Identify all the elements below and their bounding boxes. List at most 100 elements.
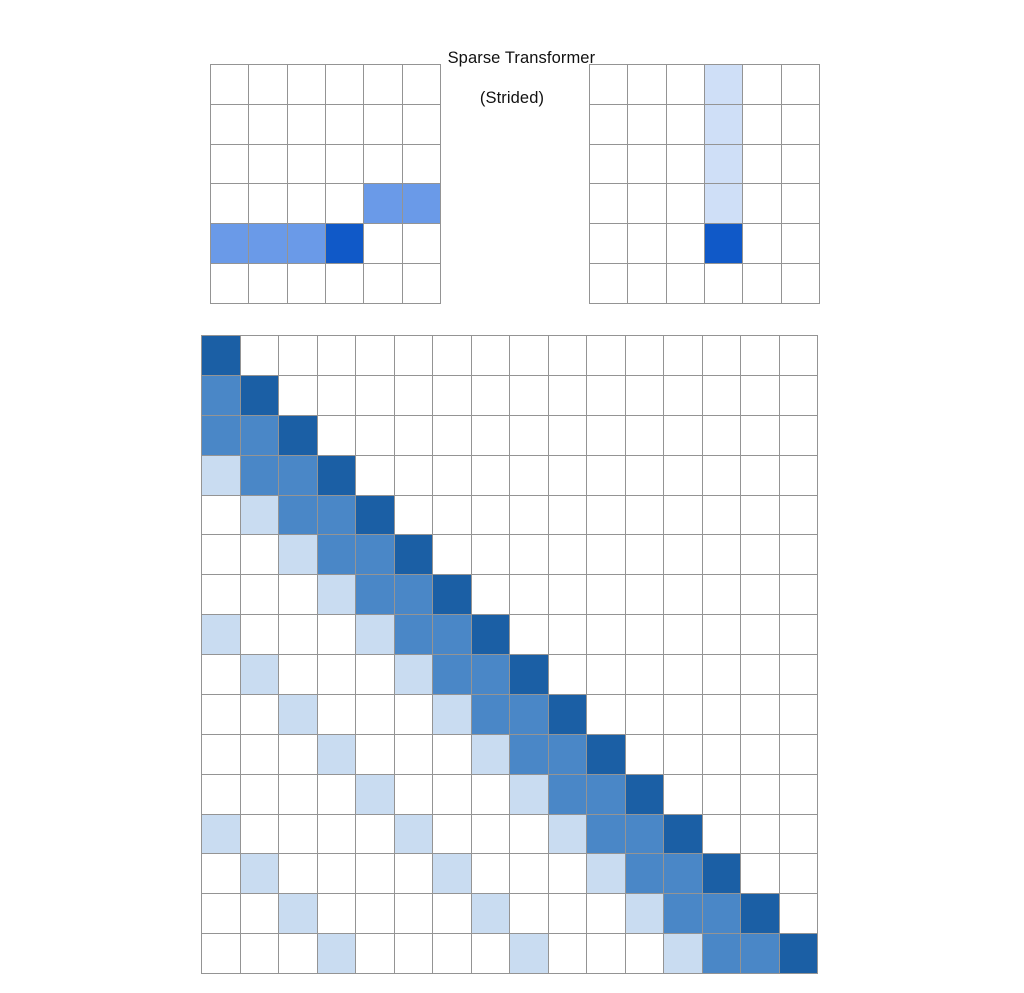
figure-title: Sparse Transformer (Strided) — [0, 28, 1024, 148]
attention-connectivity-matrix-cell-7-0 — [202, 615, 241, 655]
attention-connectivity-matrix-cell-13-3 — [317, 854, 356, 895]
head-query-cell-1-1 — [249, 104, 288, 145]
attention-connectivity-matrix-cell-12-1 — [240, 814, 279, 855]
attention-connectivity-matrix-cell-8-12 — [664, 655, 703, 695]
attention-connectivity-matrix-cell-0-9 — [548, 336, 587, 376]
head-stride-cell-0-2 — [666, 65, 705, 105]
attention-connectivity-matrix-cell-15-6 — [433, 934, 472, 974]
head-query-cell-0-0 — [211, 65, 250, 105]
head-query-cell-0-1 — [249, 65, 288, 105]
attention-connectivity-matrix-cell-8-3 — [317, 655, 356, 695]
attention-connectivity-matrix-cell-0-15 — [779, 336, 818, 376]
attention-connectivity-matrix-cell-2-1 — [240, 415, 279, 456]
attention-connectivity-matrix-cell-2-8 — [510, 415, 549, 456]
attention-connectivity-matrix-cell-6-2 — [279, 575, 318, 616]
attention-connectivity-matrix-cell-2-15 — [779, 415, 818, 456]
attention-connectivity-matrix-cell-11-8 — [510, 774, 549, 815]
attention-connectivity-matrix-cell-12-0 — [202, 814, 241, 855]
attention-connectivity-matrix-cell-4-5 — [394, 495, 433, 536]
attention-connectivity-matrix-cell-8-15 — [779, 655, 818, 695]
head-stride-cell-3-3 — [704, 184, 744, 225]
head-query-cell-1-4 — [364, 104, 403, 145]
attention-connectivity-matrix-cell-14-9 — [548, 894, 587, 935]
attention-connectivity-matrix-cell-1-2 — [279, 375, 318, 416]
attention-connectivity-matrix-cell-5-1 — [240, 535, 279, 576]
attention-connectivity-matrix-cell-3-13 — [702, 455, 741, 496]
attention-connectivity-matrix-cell-11-9 — [548, 774, 587, 815]
attention-connectivity-matrix-cell-11-3 — [317, 774, 356, 815]
attention-connectivity-matrix-cell-9-1 — [240, 694, 279, 735]
head-query-cell-4-4 — [364, 224, 403, 265]
head-stride-cell-2-1 — [628, 144, 667, 185]
attention-connectivity-matrix-cell-14-12 — [664, 894, 703, 935]
attention-connectivity-matrix-cell-8-9 — [548, 655, 587, 695]
attention-connectivity-matrix-cell-12-6 — [433, 814, 472, 855]
attention-connectivity-matrix-cell-10-1 — [240, 734, 279, 775]
head-stride-cell-4-3 — [704, 224, 744, 265]
attention-connectivity-matrix-cell-10-12 — [664, 734, 703, 775]
attention-connectivity-matrix-cell-7-15 — [779, 615, 818, 655]
attention-connectivity-matrix-cell-9-8 — [510, 694, 549, 735]
attention-connectivity-matrix-cell-8-7 — [471, 655, 510, 695]
attention-connectivity-matrix-cell-5-13 — [702, 535, 741, 576]
attention-connectivity-matrix-cell-12-4 — [356, 814, 395, 855]
attention-connectivity-matrix-cell-8-14 — [741, 655, 780, 695]
attention-connectivity-matrix-cell-6-12 — [664, 575, 703, 616]
attention-connectivity-matrix-cell-0-4 — [356, 336, 395, 376]
attention-connectivity-matrix-cell-7-1 — [240, 615, 279, 655]
attention-connectivity-matrix-cell-10-7 — [471, 734, 510, 775]
head-query-cell-1-3 — [325, 104, 365, 145]
attention-connectivity-matrix-cell-13-10 — [587, 854, 626, 895]
head-query-cell-2-5 — [402, 144, 441, 185]
head-query-cell-4-3 — [325, 224, 365, 265]
head-query-cell-4-0 — [211, 224, 250, 265]
attention-connectivity-matrix-cell-13-5 — [394, 854, 433, 895]
attention-connectivity-matrix-cell-1-12 — [664, 375, 703, 416]
attention-connectivity-matrix-cell-15-1 — [240, 934, 279, 974]
attention-connectivity-matrix-cell-6-10 — [587, 575, 626, 616]
attention-connectivity-matrix-cell-12-10 — [587, 814, 626, 855]
head-stride-cell-2-2 — [666, 144, 705, 185]
attention-connectivity-matrix-cell-10-15 — [779, 734, 818, 775]
head-stride-cell-4-0 — [590, 224, 629, 265]
attention-connectivity-matrix-cell-1-6 — [433, 375, 472, 416]
attention-connectivity-matrix-cell-11-14 — [741, 774, 780, 815]
attention-connectivity-matrix-cell-7-5 — [394, 615, 433, 655]
attention-connectivity-matrix-cell-9-12 — [664, 694, 703, 735]
attention-connectivity-matrix-cell-0-2 — [279, 336, 318, 376]
attention-connectivity-matrix-cell-1-13 — [702, 375, 741, 416]
attention-connectivity-matrix-cell-9-6 — [433, 694, 472, 735]
head-query-cell-1-2 — [287, 104, 326, 145]
head-query-cell-2-0 — [211, 144, 250, 185]
head-query-cell-5-1 — [249, 264, 288, 304]
attention-connectivity-matrix-cell-7-10 — [587, 615, 626, 655]
attention-connectivity-matrix-cell-11-13 — [702, 774, 741, 815]
panel-head-stride — [589, 64, 820, 304]
attention-connectivity-matrix-cell-6-13 — [702, 575, 741, 616]
attention-connectivity-matrix-cell-11-12 — [664, 774, 703, 815]
attention-connectivity-matrix-cell-0-0 — [202, 336, 241, 376]
attention-connectivity-matrix-cell-10-13 — [702, 734, 741, 775]
attention-connectivity-matrix-cell-14-6 — [433, 894, 472, 935]
attention-connectivity-matrix-cell-10-11 — [625, 734, 664, 775]
head-stride-cell-4-4 — [743, 224, 782, 265]
attention-connectivity-matrix-cell-10-3 — [317, 734, 356, 775]
head-stride-cell-2-3 — [704, 144, 744, 185]
attention-connectivity-matrix-cell-7-2 — [279, 615, 318, 655]
attention-connectivity-matrix-cell-8-10 — [587, 655, 626, 695]
attention-connectivity-matrix-cell-4-10 — [587, 495, 626, 536]
attention-connectivity-matrix-cell-2-3 — [317, 415, 356, 456]
attention-connectivity-matrix-cell-0-8 — [510, 336, 549, 376]
head-stride-cell-5-4 — [743, 264, 782, 304]
attention-connectivity-matrix-cell-9-11 — [625, 694, 664, 735]
attention-connectivity-matrix-cell-1-10 — [587, 375, 626, 416]
attention-connectivity-matrix-cell-5-12 — [664, 535, 703, 576]
attention-connectivity-matrix-cell-9-4 — [356, 694, 395, 735]
attention-connectivity-matrix-cell-11-7 — [471, 774, 510, 815]
attention-connectivity-matrix-cell-5-14 — [741, 535, 780, 576]
attention-connectivity-matrix-cell-7-4 — [356, 615, 395, 655]
attention-connectivity-matrix-cell-12-11 — [625, 814, 664, 855]
attention-connectivity-matrix-cell-2-13 — [702, 415, 741, 456]
attention-connectivity-matrix-cell-9-3 — [317, 694, 356, 735]
attention-connectivity-matrix-cell-12-9 — [548, 814, 587, 855]
